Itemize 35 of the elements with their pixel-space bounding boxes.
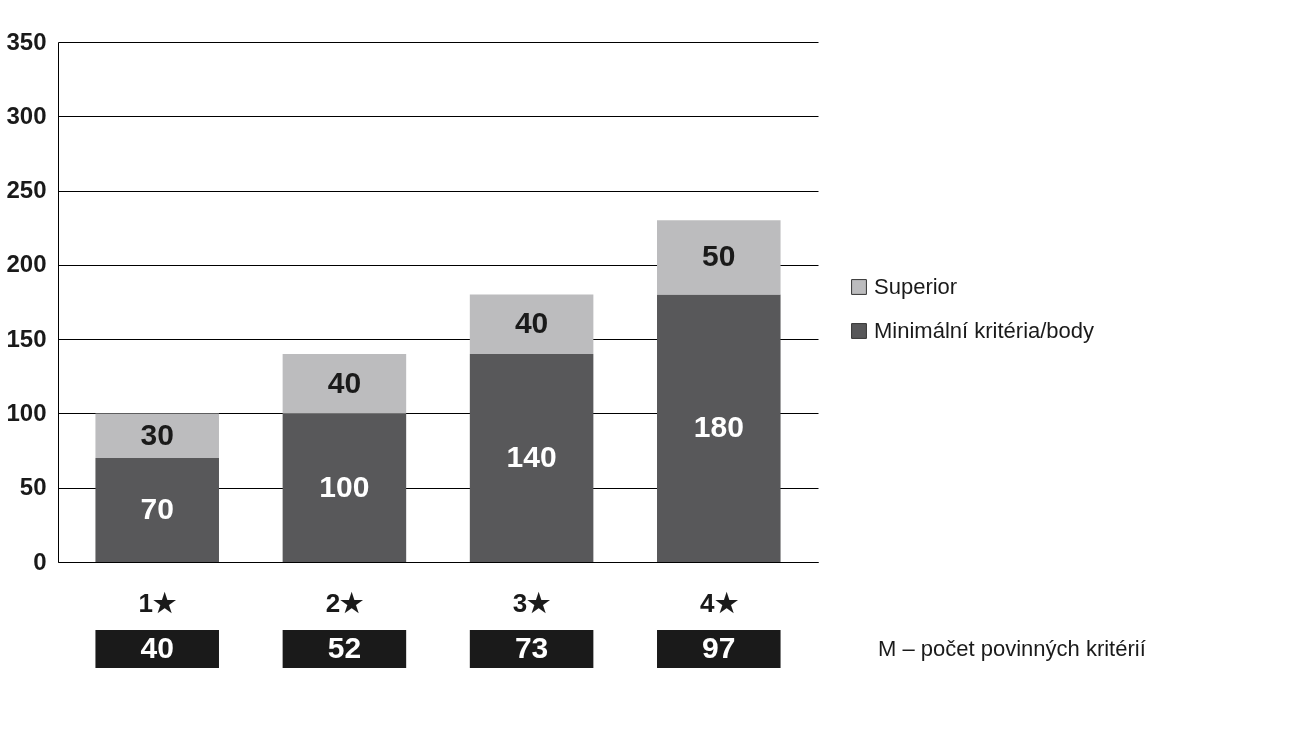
y-tick-label: 150 — [6, 324, 47, 352]
bar — [95, 458, 219, 562]
bar — [282, 413, 407, 562]
text: 52 — [327, 631, 362, 664]
y-tick-label: 200 — [6, 250, 47, 278]
data-label: 40 — [514, 306, 549, 340]
data-label: 180 — [693, 410, 744, 444]
text: M – počet povinných kritérií — [878, 636, 1146, 661]
bar — [657, 220, 781, 295]
bar — [469, 354, 594, 562]
bar — [469, 294, 594, 354]
y-tick-label: 250 — [6, 176, 47, 204]
bar — [282, 354, 407, 414]
text: 73 — [514, 631, 549, 664]
x-tick-label: 3★ — [512, 587, 552, 618]
text: 40 — [140, 631, 174, 664]
data-label: 50 — [702, 239, 736, 273]
y-tick-label: 50 — [19, 473, 47, 501]
y-tick-label: 350 — [6, 27, 47, 55]
data-label: 70 — [140, 492, 174, 525]
y-tick-label: 100 — [6, 398, 47, 426]
legend-label: Minimální kritéria/body — [874, 318, 1095, 343]
x-tick-label: 4★ — [700, 587, 739, 618]
data-label: 140 — [506, 440, 557, 473]
bar — [95, 413, 219, 458]
y-tick-label: 0 — [33, 547, 47, 575]
text: 97 — [702, 631, 736, 664]
x-tick-label: 2★ — [325, 587, 365, 618]
bar — [657, 294, 781, 562]
legend-label: Superior — [874, 274, 958, 299]
x-tick-label: 1★ — [138, 587, 177, 618]
y-tick-label: 300 — [6, 101, 47, 129]
data-label: 40 — [327, 365, 362, 399]
data-label: 100 — [319, 469, 370, 503]
data-label: 30 — [140, 417, 174, 451]
